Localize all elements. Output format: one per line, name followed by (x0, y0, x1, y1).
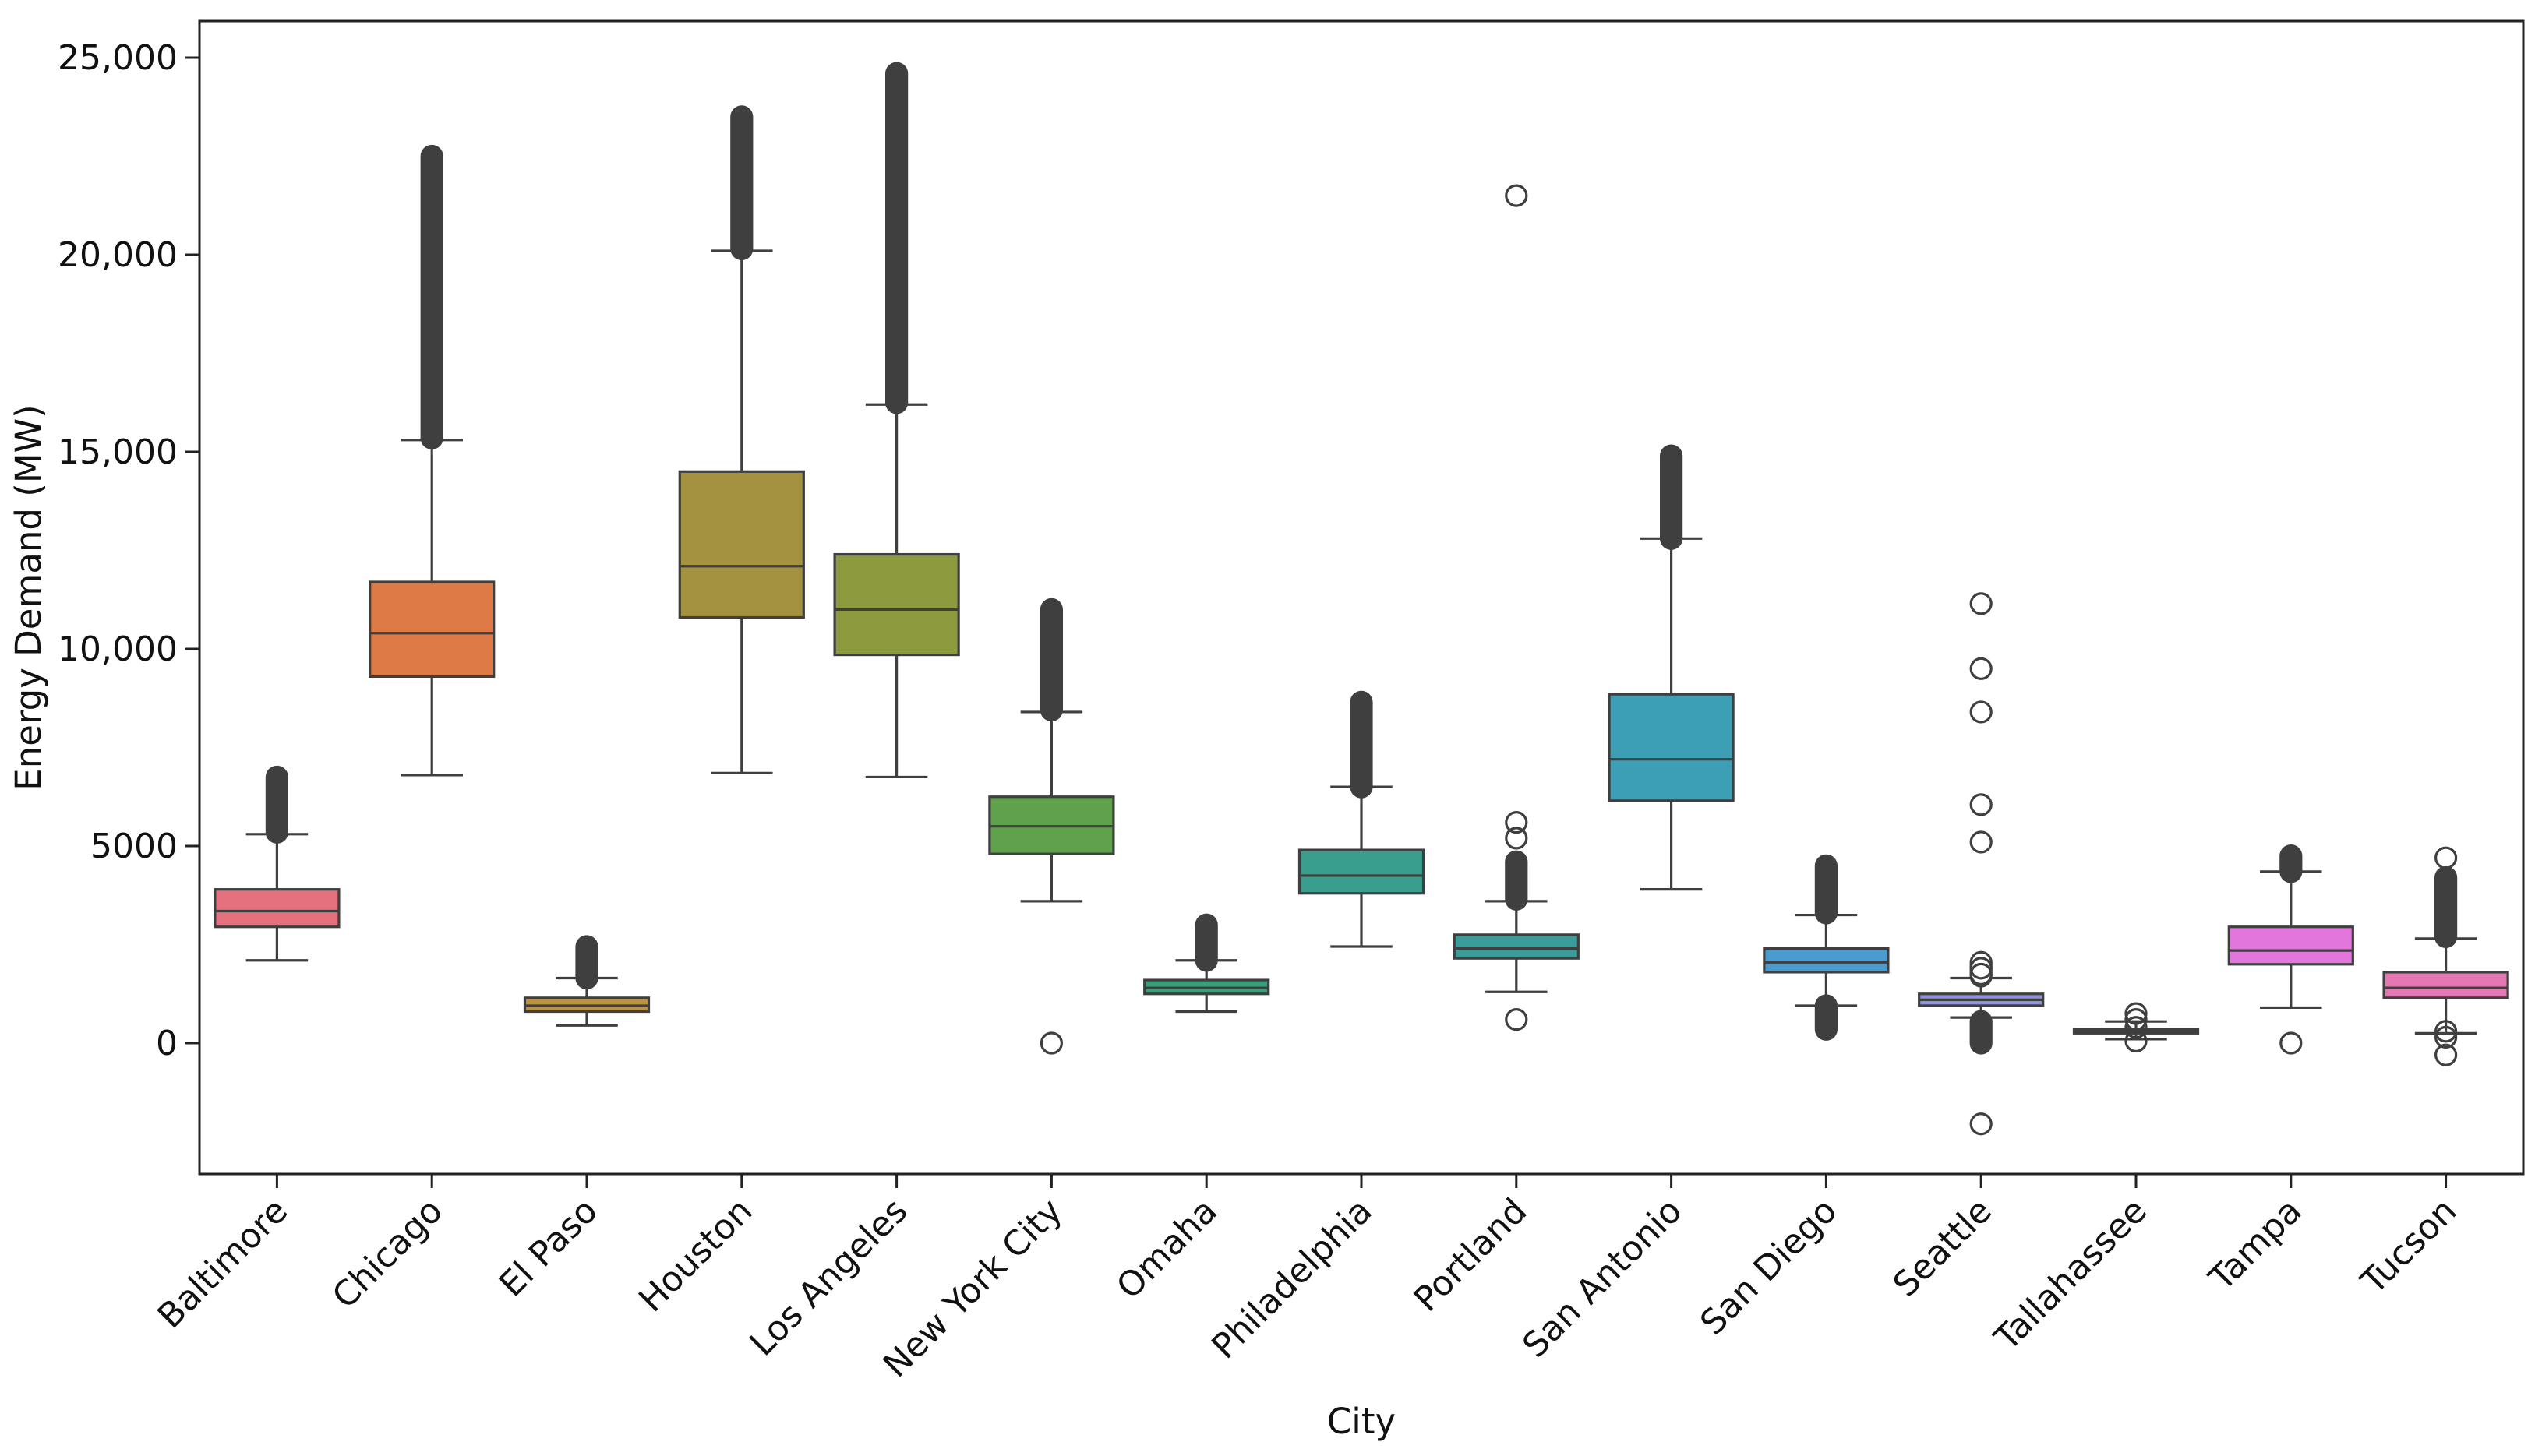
outlier-point (1969, 592, 1993, 615)
box (2227, 925, 2354, 966)
y-tick-label: 10,000 (58, 629, 178, 669)
box-group (678, 105, 805, 774)
x-tick-label: Omaha (1109, 1191, 1225, 1307)
y-tick-label: 25,000 (58, 38, 178, 78)
y-tick-label: 0 (156, 1024, 178, 1063)
outlier-point (2434, 846, 2458, 869)
x-axis-title: City (1327, 1401, 1396, 1442)
box (1608, 693, 1735, 802)
outlier-point (2124, 1002, 2148, 1025)
box-group (369, 144, 496, 777)
box (369, 580, 496, 679)
x-tick-label: Seattle (1886, 1191, 2000, 1305)
box-group (833, 62, 960, 779)
plot-area (214, 62, 2509, 1136)
outlier-point (1040, 1031, 1064, 1055)
y-axis: 0 5000 10,000 15,000 20,000 25,000 (58, 38, 199, 1063)
y-tick-label: 5000 (90, 827, 178, 866)
x-tick-label: Baltimore (150, 1191, 296, 1337)
outlier-point (2124, 1029, 2148, 1053)
outlier-point (2124, 1008, 2148, 1031)
box-group (1608, 444, 1735, 891)
box (214, 888, 341, 929)
y-axis-title: Energy Demand (MW) (8, 404, 49, 790)
box-group (2072, 1002, 2200, 1053)
x-tick-label: El Paso (492, 1191, 605, 1305)
box-group (1918, 592, 2045, 1136)
outlier-point (2434, 1043, 2458, 1066)
y-tick-label: 20,000 (58, 235, 178, 275)
x-tick-label: San Diego (1693, 1191, 1845, 1343)
x-tick-label: Los Angeles (743, 1191, 916, 1364)
box-group (1763, 854, 1890, 1041)
box (1297, 848, 1425, 895)
box-group (1453, 184, 1580, 1031)
box-group (2382, 846, 2509, 1066)
outlier-point (2434, 1020, 2458, 1043)
outlier-point (2124, 1016, 2148, 1039)
outlier-point (2434, 1025, 2458, 1049)
box (678, 470, 805, 619)
box-group (214, 765, 341, 962)
box-group (1143, 913, 1270, 1014)
outlier-point (1969, 830, 1993, 854)
box-group (523, 935, 651, 1027)
outlier-point (1969, 962, 1993, 986)
box (833, 552, 960, 657)
outlier-point (1969, 1112, 1993, 1136)
box (1763, 947, 1890, 974)
box-group (2227, 844, 2354, 1055)
outlier-point (1969, 957, 1993, 980)
x-tick-label: San Antonio (1515, 1191, 1689, 1366)
x-tick-label: Philadelphia (1204, 1191, 1380, 1367)
x-tick-label: Chicago (325, 1191, 450, 1317)
outlier-point (1505, 827, 1528, 850)
x-tick-label: Houston (631, 1191, 760, 1320)
outlier-point (2279, 1031, 2303, 1055)
y-tick-label: 15,000 (58, 432, 178, 472)
outlier-point (1505, 1008, 1528, 1031)
box (1453, 933, 1580, 960)
outlier-point (1505, 811, 1528, 834)
x-tick-label: Tallahassee (1986, 1191, 2155, 1359)
outlier-point (1505, 184, 1528, 207)
box (2382, 971, 2509, 999)
outlier-point (1969, 700, 1993, 724)
outlier-point (1969, 657, 1993, 680)
x-tick-label: Portland (1407, 1191, 1535, 1320)
box-group (1297, 690, 1425, 948)
outlier-point (1969, 793, 1993, 816)
box-group (988, 598, 1115, 1055)
x-tick-label: Tucson (2353, 1191, 2465, 1303)
x-tick-label: Tampa (2201, 1191, 2310, 1299)
